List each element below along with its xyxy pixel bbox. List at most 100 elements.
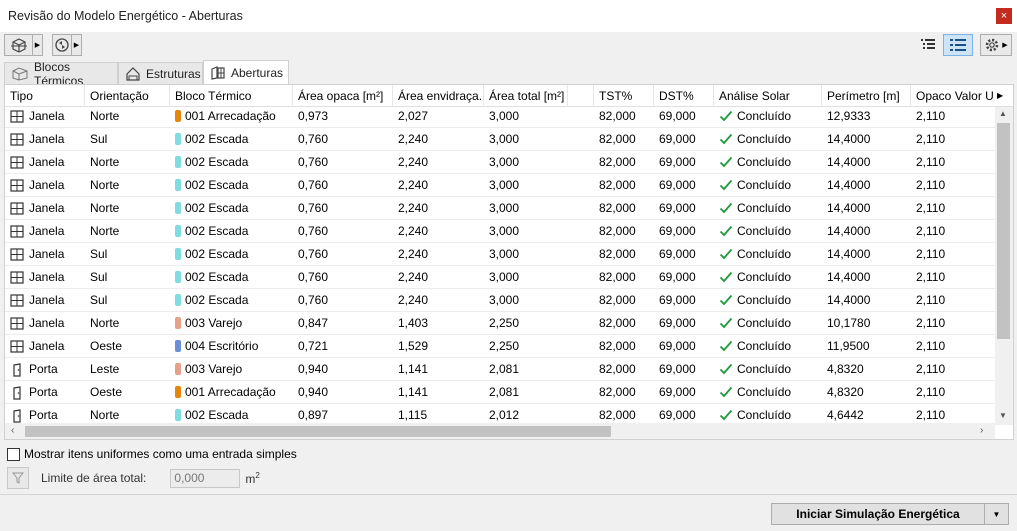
window-icon [10, 225, 24, 238]
cell-tst: 82,000 [599, 362, 636, 376]
details-view-button[interactable] [943, 34, 973, 56]
column-header-thermal-block[interactable]: Bloco Térmico [170, 85, 293, 107]
table-row[interactable]: Janela Norte 002 Escada 0,760 2,240 3,000 82,0… [5, 151, 995, 174]
cell-orientation: Sul [90, 270, 108, 284]
vertical-scroll-thumb[interactable] [997, 123, 1010, 339]
cell-glazed-area: 2,240 [398, 201, 429, 215]
table-row[interactable]: Janela Sul 002 Escada 0,760 2,240 3,000 82,000… [5, 128, 995, 151]
cell-thermal-block: 002 Escada [170, 243, 293, 266]
table-row[interactable]: Janela Norte 003 Varejo 0,847 1,403 2,250 82,0… [5, 312, 995, 335]
column-header-orientation[interactable]: Orientação [85, 85, 170, 107]
column-header-opaque-u-value[interactable]: Opaco Valor U [916, 89, 994, 103]
cell-tst: 82,000 [599, 109, 636, 123]
table-row[interactable]: Janela Oeste 004 Escritório 0,721 1,529 2,250… [5, 335, 995, 358]
close-button[interactable]: × [996, 8, 1012, 24]
column-header-glazed-area[interactable]: Área envidraça... [393, 85, 484, 107]
cell-opaque-u-value: 2,110 [916, 408, 946, 422]
settings-button[interactable]: ▶ [980, 34, 1012, 56]
refresh-dropdown-arrow[interactable]: ▶ [72, 34, 82, 56]
solar-status-label: Concluído [737, 178, 792, 192]
table-row[interactable]: Porta Leste 003 Varejo 0,940 1,141 2,081 82,00… [5, 358, 995, 381]
block-label: 002 Escada [185, 178, 249, 192]
table-row[interactable]: Janela Norte 002 Escada 0,760 2,240 3,000 82,0… [5, 220, 995, 243]
area-limit-row: Limite de área total: m2 [7, 467, 260, 489]
column-header-solar-analysis[interactable]: Análise Solar [714, 85, 822, 107]
window-icon [10, 110, 24, 123]
cell-perimeter: 14,4000 [827, 201, 871, 215]
model-dropdown-arrow[interactable]: ▶ [33, 34, 43, 56]
scroll-columns-right-icon[interactable]: ▶ [997, 91, 1004, 100]
cell-opaque-u-value: 2,110 [916, 155, 946, 169]
table-row[interactable]: Janela Sul 002 Escada 0,760 2,240 3,000 82,000… [5, 266, 995, 289]
uniform-items-option[interactable]: Mostrar itens uniformes como uma entrada… [7, 447, 297, 461]
tab-bar: Blocos Térmicos Estruturas Aberturas [0, 60, 1017, 88]
refresh-button[interactable] [52, 34, 72, 56]
cell-opaque-area: 0,760 [298, 293, 329, 307]
vertical-scrollbar[interactable]: ▲ ▼ [995, 107, 1013, 425]
table-row[interactable]: Porta Oeste 001 Arrecadação 0,940 1,141 2,081… [5, 381, 995, 404]
column-header-dst[interactable]: DST% [654, 85, 714, 107]
scroll-left-icon[interactable]: ‹ [11, 425, 15, 436]
start-simulation-label: Iniciar Simulação Energética [796, 507, 960, 521]
model-button[interactable] [4, 34, 33, 56]
check-icon [719, 110, 733, 122]
table-row[interactable]: Janela Norte 002 Escada 0,760 2,240 3,000 82,0… [5, 174, 995, 197]
scroll-down-icon[interactable]: ▼ [999, 411, 1007, 420]
close-icon: × [1000, 10, 1008, 22]
block-color-swatch [175, 155, 181, 168]
start-energy-simulation-button[interactable]: Iniciar Simulação Energética ▼ [771, 503, 1009, 525]
cell-perimeter: 14,4000 [827, 132, 871, 146]
cell-opaque-area: 0,760 [298, 178, 329, 192]
block-color-swatch [175, 408, 181, 421]
column-header-perimeter[interactable]: Perímetro [m] [822, 85, 911, 107]
table-row[interactable]: Janela Sul 002 Escada 0,760 2,240 3,000 82,000… [5, 289, 995, 312]
table-row[interactable]: Janela Sul 002 Escada 0,760 2,240 3,000 82,000… [5, 243, 995, 266]
area-limit-input[interactable] [170, 468, 241, 488]
cell-total-area: 3,000 [489, 132, 520, 146]
table-row[interactable]: Janela Norte 002 Escada 0,760 2,240 3,000 82,0… [5, 197, 995, 220]
column-header-total-area[interactable]: Área total [m²] [484, 85, 568, 107]
solar-status-label: Concluído [737, 385, 792, 399]
filter-button[interactable] [7, 467, 29, 489]
horizontal-scrollbar[interactable]: ‹ › [5, 423, 995, 439]
window-icon [10, 133, 24, 146]
cell-thermal-block: 002 Escada [170, 151, 293, 174]
tab-structures[interactable]: Estruturas [118, 62, 203, 84]
cell-tst: 82,000 [599, 247, 636, 261]
list-view-button[interactable] [913, 34, 943, 56]
window-icon [10, 248, 24, 261]
cell-total-area: 2,250 [489, 339, 520, 353]
scroll-up-icon[interactable]: ▲ [999, 109, 1007, 118]
scroll-right-icon[interactable]: › [980, 425, 984, 436]
uniform-items-checkbox[interactable] [7, 447, 20, 461]
cell-type: Janela [5, 243, 85, 266]
column-header-blank[interactable] [568, 85, 594, 107]
cell-perimeter: 11,9500 [827, 339, 870, 353]
block-color-swatch [175, 339, 181, 352]
cell-tst: 82,000 [599, 316, 636, 330]
cell-orientation: Norte [90, 408, 120, 422]
cell-perimeter: 4,6442 [827, 408, 864, 422]
cell-solar-analysis: Concluído [714, 266, 822, 289]
block-label: 003 Varejo [185, 316, 243, 330]
tab-thermal-blocks[interactable]: Blocos Térmicos [4, 60, 118, 88]
block-color-swatch [175, 270, 181, 283]
type-label: Janela [29, 132, 65, 146]
block-color-swatch [175, 224, 181, 237]
column-header-opaque-area[interactable]: Área opaca [m²] [293, 85, 393, 107]
horizontal-scroll-thumb[interactable] [25, 426, 611, 437]
column-header-tst[interactable]: TST% [594, 85, 654, 107]
simulation-dropdown-arrow[interactable]: ▼ [984, 504, 1008, 524]
cell-perimeter: 10,1780 [827, 316, 871, 330]
tab-openings[interactable]: Aberturas [203, 60, 289, 84]
cell-glazed-area: 2,240 [398, 132, 429, 146]
table-row[interactable]: Janela Norte 001 Arrecadação 0,973 2,027 3,00… [5, 105, 995, 128]
column-header-type[interactable]: Tipo [5, 85, 85, 107]
cell-orientation: Oeste [90, 339, 123, 353]
window-icon [10, 271, 24, 284]
cell-opaque-area: 0,760 [298, 201, 329, 215]
table-row[interactable]: Porta Norte 002 Escada 0,897 1,115 2,012 82,00… [5, 404, 995, 423]
cell-opaque-u-value: 2,110 [916, 339, 946, 353]
cell-dst: 69,000 [659, 109, 696, 123]
cell-dst: 69,000 [659, 339, 696, 353]
